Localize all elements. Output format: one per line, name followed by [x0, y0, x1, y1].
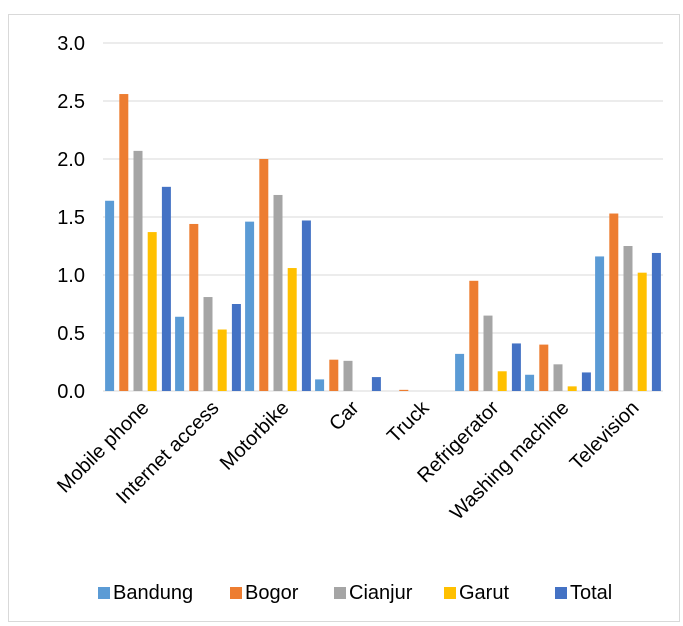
- bar-bogor-car: [329, 359, 339, 391]
- y-tick-label: 1.0: [57, 265, 85, 287]
- x-tick-label: Car: [325, 397, 364, 436]
- bar-total-refrigerator: [511, 343, 521, 391]
- bar-bogor-television: [609, 213, 619, 391]
- bar-total-motorbike: [301, 220, 311, 391]
- bar-bogor-refrigerator: [469, 280, 479, 391]
- y-tick-label: 2.5: [57, 91, 85, 113]
- x-tick-label: Truck: [383, 396, 434, 447]
- x-tick-label: Television: [566, 397, 644, 475]
- bar-bogor-internet-access: [189, 223, 199, 391]
- bar-bandung-motorbike: [245, 221, 255, 391]
- y-tick-label: 0.0: [57, 381, 85, 403]
- y-tick-label: 0.5: [57, 323, 85, 345]
- bar-total-internet-access: [231, 304, 241, 391]
- bar-garut-refrigerator: [497, 371, 507, 391]
- bar-total-television: [651, 252, 661, 391]
- bar-cianjur-car: [343, 360, 353, 391]
- bar-bogor-motorbike: [259, 159, 269, 391]
- y-tick-label: 3.0: [57, 33, 85, 55]
- bar-garut-mobile-phone: [147, 232, 157, 391]
- legend-label-garut: Garut: [459, 582, 509, 604]
- y-tick-label: 1.5: [57, 207, 85, 229]
- gridlines: [103, 42, 663, 392]
- bars: [105, 94, 661, 391]
- bar-garut-motorbike: [287, 268, 297, 391]
- x-tick-label: Motorbike: [216, 397, 294, 475]
- bar-bogor-truck: [399, 389, 409, 391]
- legend-label-total: Total: [570, 582, 612, 604]
- x-tick-label: Washing machine: [446, 397, 573, 524]
- legend-swatch-garut: [444, 587, 456, 599]
- bar-bandung-mobile-phone: [105, 200, 115, 391]
- legend-swatch-bogor: [230, 587, 242, 599]
- bar-cianjur-mobile-phone: [133, 150, 143, 391]
- y-tick-label: 2.0: [57, 149, 85, 171]
- legend: Bandung Bogor Cianjur Garut Total: [98, 582, 612, 604]
- legend-label-bogor: Bogor: [245, 582, 299, 604]
- legend-swatch-cianjur: [334, 587, 346, 599]
- bar-cianjur-television: [623, 246, 633, 391]
- bar-garut-internet-access: [217, 329, 227, 391]
- bar-bandung-television: [595, 256, 605, 391]
- bar-bandung-car: [315, 379, 325, 391]
- bar-bandung-refrigerator: [455, 353, 465, 391]
- bar-cianjur-motorbike: [273, 194, 283, 391]
- bar-garut-television: [637, 272, 647, 391]
- bar-bogor-mobile-phone: [119, 94, 129, 391]
- y-axis-ticks: 0.0 0.5 1.0 1.5 2.0 2.5 3.0: [57, 33, 85, 403]
- bar-garut-washing-machine: [567, 386, 577, 391]
- bar-cianjur-internet-access: [203, 297, 213, 391]
- legend-label-cianjur: Cianjur: [349, 582, 413, 604]
- bar-bogor-washing-machine: [539, 344, 549, 391]
- bar-cianjur-refrigerator: [483, 315, 493, 391]
- bar-total-mobile-phone: [161, 186, 171, 391]
- bar-cianjur-washing-machine: [553, 364, 563, 391]
- bar-total-car: [371, 377, 381, 391]
- legend-swatch-total: [555, 587, 567, 599]
- bar-bandung-internet-access: [175, 316, 185, 391]
- bar-bandung-washing-machine: [525, 374, 535, 391]
- bar-total-washing-machine: [581, 372, 591, 391]
- legend-swatch-bandung: [98, 587, 110, 599]
- legend-label-bandung: Bandung: [113, 582, 193, 604]
